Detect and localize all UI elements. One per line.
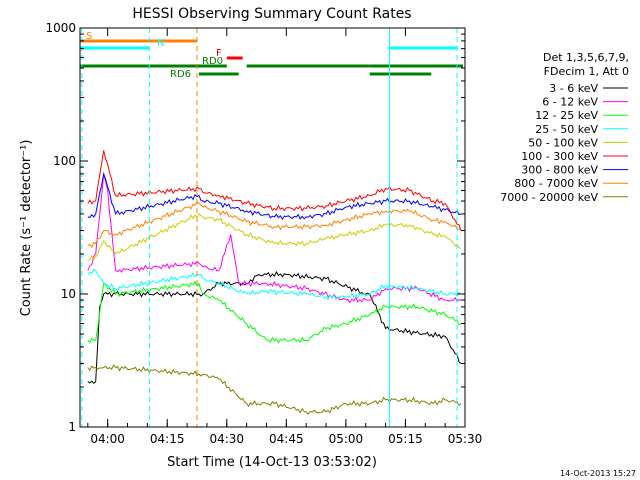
series-line-0 — [87, 270, 462, 385]
legend: Det 1,3,5,6,7,9, FDecim 1, Att 0 3 - 6 k… — [500, 51, 629, 204]
x-tick-label-2: 04:30 — [209, 432, 244, 446]
legend-label-6: 300 - 800 keV — [521, 164, 598, 177]
legend-label-4: 50 - 100 keV — [528, 136, 598, 149]
flag-label-4: RD6 — [170, 69, 191, 80]
flag-label-3: RD0 — [202, 56, 223, 67]
series-line-4 — [87, 213, 462, 261]
y-axis-ticks: 1 10 100 1000 — [45, 21, 465, 434]
y-axis-label: Count Rate (s⁻¹ detector⁻¹) — [19, 140, 34, 317]
flag-label-1: N — [157, 38, 164, 49]
data-series — [87, 150, 462, 416]
series-line-2 — [87, 280, 462, 344]
legend-header-line-2: FDecim 1, Att 0 — [544, 65, 629, 78]
series-line-1 — [87, 173, 462, 304]
legend-label-0: 3 - 6 keV — [549, 82, 598, 95]
series-line-7 — [87, 200, 462, 249]
flag-label-2: F — [216, 48, 222, 59]
series-line-8 — [87, 364, 462, 416]
flag-label-0: S — [86, 31, 92, 42]
x-axis-ticks: 04:00 04:15 04:30 04:45 05:00 05:15 05:30 — [87, 28, 483, 446]
x-axis-label: Start Time (14-Oct-13 03:53:02) — [167, 455, 377, 470]
y-tick-label-1: 10 — [61, 287, 76, 301]
y-tick-label-0: 1 — [68, 420, 76, 434]
legend-label-1: 6 - 12 keV — [542, 96, 598, 109]
chart-title: HESSI Observing Summary Count Rates — [132, 6, 411, 22]
series-line-6 — [87, 171, 462, 221]
legend-label-5: 100 - 300 keV — [521, 150, 598, 163]
legend-label-8: 7000 - 20000 keV — [500, 191, 598, 204]
x-tick-label-4: 05:00 — [329, 432, 364, 446]
x-tick-label-5: 05:15 — [388, 432, 423, 446]
x-tick-label-6: 05:30 — [448, 432, 483, 446]
vertical-lines — [81, 28, 458, 427]
series-line-5 — [87, 150, 462, 231]
y-tick-label-3: 1000 — [45, 21, 76, 35]
legend-label-2: 12 - 25 keV — [535, 109, 598, 122]
series-line-3 — [87, 268, 462, 301]
legend-header-line-1: Det 1,3,5,6,7,9, — [543, 51, 629, 64]
x-tick-label-1: 04:15 — [150, 432, 185, 446]
legend-label-7: 800 - 7000 keV — [514, 177, 598, 190]
timestamp: 14-Oct-2013 15:27 — [560, 469, 636, 478]
x-tick-label-3: 04:45 — [269, 432, 304, 446]
x-tick-label-0: 04:00 — [90, 432, 125, 446]
y-tick-label-2: 100 — [53, 154, 76, 168]
plot-frame — [79, 27, 466, 428]
legend-label-3: 25 - 50 keV — [535, 123, 598, 136]
